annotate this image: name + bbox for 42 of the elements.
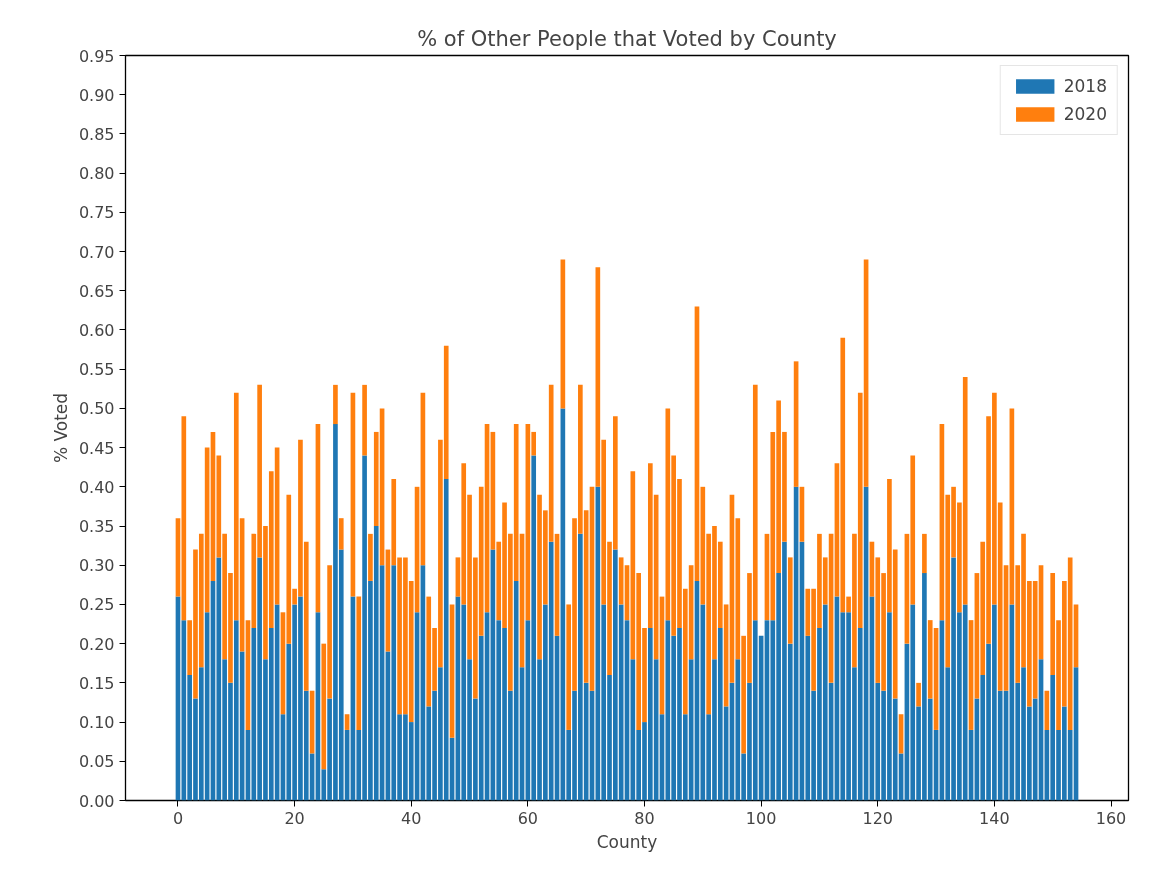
y-tick-label: 0.90 [78,85,115,105]
y-tick-label: 0.80 [78,164,115,184]
legend-label: 2020 [1063,104,1107,124]
bar [922,533,927,574]
x-tick-label: 160 [1095,808,1127,828]
bar [338,518,344,550]
bar [362,384,367,456]
x-tick-label: 40 [401,808,422,828]
x-tick-label: 60 [517,808,539,828]
bar [368,533,373,581]
y-tick-label: 0.00 [78,791,115,811]
y-tick-label: 0.50 [78,399,115,419]
y-tick-label: 0.85 [78,124,115,144]
legend-label: 2018 [1063,76,1107,96]
x-tick-label: 20 [284,808,305,828]
y-tick-label: 0.45 [78,438,115,458]
y-tick-label: 0.35 [78,517,115,537]
y-tick-label: 0.65 [78,281,115,301]
y-tick-label: 0.30 [78,556,115,576]
bar [787,557,793,644]
y-axis-title: % Voted [50,392,71,464]
bar [916,682,921,707]
y-tick-label: 0.75 [78,203,115,223]
x-tick-label: 0 [172,808,184,828]
y-tick-label: 0.70 [78,242,115,262]
chart-title: % of Other People that Voted by County [417,26,837,51]
bar [356,596,362,730]
x-axis-title: County [596,831,658,852]
y-tick-label: 0.20 [78,634,115,654]
x-tick-label: 120 [862,808,894,828]
y-tick-label: 0.55 [78,360,115,380]
y-tick-label: 0.25 [78,595,115,615]
bar [333,384,338,425]
y-tick-label: 0.95 [78,46,115,66]
x-tick-label: 140 [979,808,1010,828]
y-tick-label: 0.10 [78,713,115,733]
y-tick-label: 0.05 [78,752,115,772]
y-tick-label: 0.60 [78,320,115,340]
x-tick-label: 80 [634,808,655,828]
y-tick-label: 0.40 [78,477,115,497]
x-tick-label: 100 [745,808,777,828]
y-tick-label: 0.15 [78,673,115,693]
